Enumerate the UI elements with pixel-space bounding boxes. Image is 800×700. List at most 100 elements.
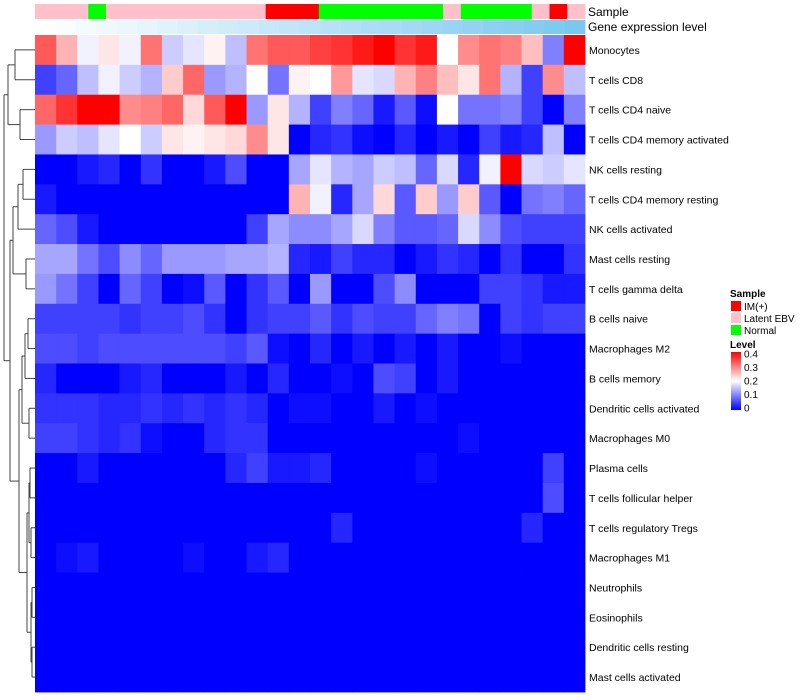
heatmap-cell xyxy=(204,602,226,633)
heatmap-cell xyxy=(267,572,290,603)
heatmap-cell xyxy=(56,662,78,693)
heatmap-cell xyxy=(288,64,311,96)
heatmap-cell xyxy=(35,453,57,484)
heatmap-cell xyxy=(35,423,57,454)
heatmap-cell xyxy=(563,482,586,514)
heatmap-cell xyxy=(563,602,586,633)
heatmap-cell xyxy=(267,363,290,394)
heatmap-cell xyxy=(204,94,226,125)
row-label: Macrophages M1 xyxy=(589,553,670,565)
heatmap-cell xyxy=(458,482,480,514)
heatmap-cell xyxy=(479,542,501,573)
heatmap-cell xyxy=(458,393,480,424)
row-label: Macrophages M2 xyxy=(589,344,670,356)
heatmap-cell xyxy=(56,244,78,275)
heatmap-cell xyxy=(500,154,522,185)
heatmap-cell xyxy=(183,453,205,484)
heatmap-cell xyxy=(331,482,353,514)
heatmap-cell xyxy=(310,423,332,454)
heatmap-cell xyxy=(479,393,501,424)
heatmap-cell xyxy=(77,154,99,185)
heatmap-cell xyxy=(77,482,99,514)
sample-annotation-cell xyxy=(496,4,515,19)
sample-annotation-cell xyxy=(336,4,355,19)
sample-annotation-cell xyxy=(301,4,320,19)
heatmap-cell xyxy=(161,482,184,514)
heatmap-cell xyxy=(310,542,332,573)
heatmap-cell xyxy=(521,482,544,514)
heatmap-cell xyxy=(563,273,586,305)
heatmap-cell xyxy=(373,35,396,66)
heatmap-cell xyxy=(225,214,247,245)
heatmap-cell xyxy=(458,602,480,633)
row-labels: Monocytes T cells CD8 T cells CD4 naive T c… xyxy=(589,45,729,684)
heatmap-cell xyxy=(394,393,417,424)
heatmap-cell xyxy=(373,94,396,125)
sample-annotation-cell xyxy=(265,4,284,19)
heatmap-cells xyxy=(35,35,586,693)
heatmap-cell xyxy=(161,333,184,364)
heatmap-cell xyxy=(140,154,163,185)
sample-annotation-cell xyxy=(514,4,533,19)
heatmap-cell xyxy=(161,363,184,394)
heatmap-cell xyxy=(56,423,78,454)
row-label: T cells CD4 memory resting xyxy=(589,194,718,206)
heatmap-cell xyxy=(140,632,163,663)
heatmap-cell xyxy=(373,423,396,454)
heatmap-cell xyxy=(521,214,544,245)
expression-annotation-cell xyxy=(564,20,586,34)
heatmap-cell xyxy=(267,602,290,633)
heatmap-cell xyxy=(436,512,459,544)
heatmap-cell xyxy=(161,35,184,66)
heatmap-cell xyxy=(521,124,544,155)
heatmap-cell xyxy=(119,154,142,185)
heatmap-cell xyxy=(458,662,480,693)
expression-annotation-cell xyxy=(35,20,56,34)
level-legend-title: Level xyxy=(730,340,756,351)
heatmap-cell xyxy=(246,572,269,603)
heatmap-cell xyxy=(288,572,311,603)
heatmap-cell xyxy=(479,662,501,693)
heatmap-cell xyxy=(373,662,396,693)
heatmap-cell xyxy=(140,453,163,484)
sample-annotation-cell xyxy=(407,4,426,19)
heatmap-cell xyxy=(183,244,205,275)
heatmap-cell xyxy=(331,94,353,125)
heatmap-cell xyxy=(563,632,586,663)
heatmap-cell xyxy=(77,124,99,155)
heatmap-cell xyxy=(352,154,374,185)
heatmap-cell xyxy=(563,35,586,66)
heatmap-cell xyxy=(183,214,205,245)
heatmap-cell xyxy=(521,303,544,335)
heatmap-cell xyxy=(331,214,353,245)
heatmap-cell xyxy=(415,572,438,603)
heatmap-cell xyxy=(35,602,57,633)
heatmap-cell xyxy=(352,423,374,454)
heatmap-cell xyxy=(140,94,163,125)
heatmap-cell xyxy=(542,453,565,484)
heatmap-cell xyxy=(479,453,501,484)
heatmap-cell xyxy=(246,94,269,125)
heatmap-cell xyxy=(310,453,332,484)
heatmap-cell xyxy=(56,602,78,633)
heatmap-cell xyxy=(183,602,205,633)
heatmap-cell xyxy=(161,303,184,335)
heatmap-cell xyxy=(225,154,247,185)
heatmap-cell xyxy=(119,632,142,663)
heatmap-cell xyxy=(542,602,565,633)
heatmap-cell xyxy=(479,154,501,185)
heatmap-cell xyxy=(458,244,480,275)
heatmap-cell xyxy=(246,333,269,364)
heatmap-cell xyxy=(500,244,522,275)
sample-annotation-cell xyxy=(283,4,302,19)
heatmap-cell xyxy=(98,482,121,514)
heatmap-cell xyxy=(394,64,417,96)
row-label: NK cells resting xyxy=(589,164,662,176)
heatmap-cell xyxy=(225,423,247,454)
expression-annotation-cell xyxy=(279,20,301,34)
heatmap-cell xyxy=(140,542,163,573)
heatmap-cell xyxy=(331,363,353,394)
level-legend-tick: 0.3 xyxy=(744,363,758,374)
heatmap-cell xyxy=(98,572,121,603)
